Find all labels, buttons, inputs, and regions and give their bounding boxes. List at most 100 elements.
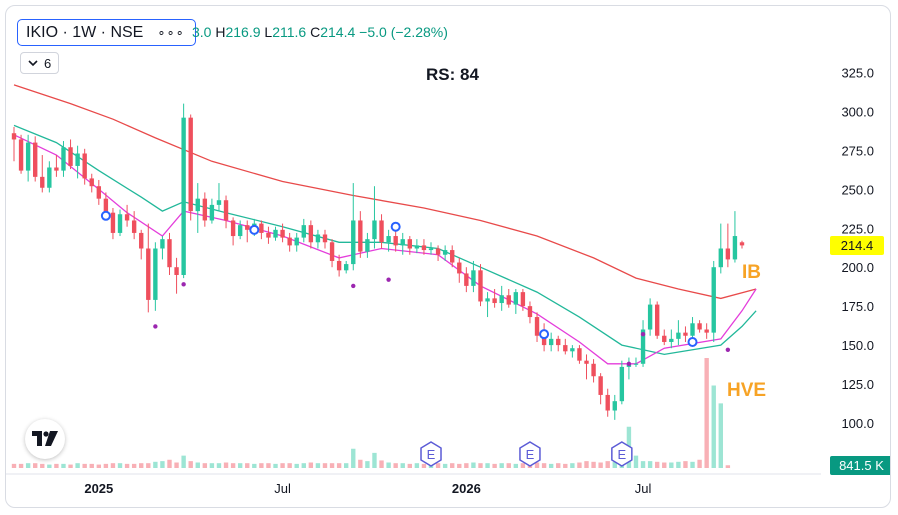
volume-bar: [153, 461, 158, 468]
candle: [117, 209, 123, 237]
x-tick-label: Jul: [274, 481, 291, 496]
volume-bar: [697, 459, 702, 468]
candle-body: [237, 225, 243, 237]
candle-body: [548, 338, 554, 346]
candle-body: [47, 167, 52, 188]
candle: [662, 329, 667, 346]
volume-bar: [393, 463, 398, 468]
candle-body: [167, 239, 172, 268]
volume-bar: [322, 463, 328, 468]
ema-red-line: [13, 84, 757, 300]
candle-body: [435, 248, 441, 255]
candle-body: [711, 267, 716, 333]
earnings-marker: E: [611, 441, 633, 467]
candle: [718, 223, 723, 274]
tradingview-logo-icon[interactable]: [25, 419, 65, 459]
candle-body: [273, 229, 278, 238]
candle-body: [563, 345, 568, 352]
signal-markers: [100, 210, 731, 366]
chevron-down-icon: [28, 59, 38, 66]
candle-body: [428, 248, 434, 251]
candle-body: [499, 295, 504, 304]
candle-body: [669, 338, 674, 342]
volume-bar: [442, 463, 448, 468]
symbol-selector[interactable]: IKIO · 1W · NSE ∘∘∘: [17, 19, 196, 46]
volume-bar: [237, 463, 243, 468]
candle: [202, 192, 208, 227]
candle: [478, 264, 483, 307]
earnings-label: E: [618, 447, 627, 462]
candle-body: [82, 153, 87, 179]
candle-body: [40, 176, 45, 188]
volume-bar: [11, 463, 17, 468]
candle: [11, 127, 17, 162]
candle: [47, 161, 52, 193]
price-axis[interactable]: 325.0 300.0 275.0 250.0 225.0 200.0 175.0 150.0…: [841, 65, 874, 430]
volume-bar: [117, 463, 123, 468]
candle-body: [478, 270, 483, 302]
candle: [570, 345, 575, 358]
candle-body: [68, 147, 73, 166]
pivot-circle-icon: [687, 336, 698, 347]
indicators-toggle[interactable]: 6: [20, 52, 60, 74]
volume-bar: [372, 452, 377, 468]
last-price-tag: 214.4: [830, 236, 884, 255]
candle: [167, 232, 172, 275]
volume-bar: [294, 463, 299, 468]
volume-bar: [492, 463, 497, 468]
moving-averages: [13, 84, 757, 365]
price-chart[interactable]: E E E 325.0 300.0 275.0 250.0 225.0 200.0 175.0 1…: [6, 6, 891, 508]
candle-body: [386, 236, 391, 243]
earnings-badge-icon: [611, 441, 633, 467]
volume-bar: [400, 463, 405, 468]
candle: [301, 218, 306, 243]
volume-bar: [68, 464, 73, 468]
candle-body: [633, 363, 639, 365]
candle: [259, 220, 264, 240]
candle-body: [33, 142, 38, 177]
candle-body: [25, 142, 31, 171]
volume-bar: [690, 461, 695, 468]
candle: [400, 232, 405, 255]
volume-bar: [718, 403, 723, 468]
more-options-icon[interactable]: ∘∘∘: [157, 24, 185, 40]
volume-bar: [471, 462, 476, 468]
candle: [548, 332, 554, 352]
candle: [358, 211, 363, 258]
volume-bar: [450, 463, 455, 468]
volume-bar: [252, 463, 257, 468]
tv-logo-mark: [32, 431, 58, 446]
candle-body: [640, 329, 646, 364]
candle-body: [450, 250, 455, 263]
candle: [195, 183, 200, 233]
earnings-marker: E: [420, 441, 442, 467]
volume-bar: [570, 463, 575, 468]
candle: [739, 240, 745, 249]
candle: [124, 204, 130, 227]
candle-body: [407, 239, 412, 249]
candle-body: [492, 298, 497, 304]
candle: [407, 236, 412, 255]
volume-bar: [18, 463, 24, 468]
volume-bar: [358, 459, 363, 468]
volume-bar: [647, 461, 653, 468]
candle-body: [61, 147, 66, 171]
candle: [54, 155, 59, 177]
signal-dot: [351, 283, 356, 289]
volume-bar: [209, 463, 215, 468]
candle-body: [457, 262, 462, 274]
candle-body: [647, 304, 653, 330]
volume-bar: [669, 462, 674, 468]
volume-bar: [160, 461, 165, 468]
time-axis[interactable]: 2025 Jul 2026 Jul: [6, 473, 821, 496]
candle: [344, 260, 349, 274]
volume-bar: [711, 385, 716, 468]
candle-body: [160, 239, 165, 249]
candle-body: [393, 236, 398, 246]
candle: [464, 267, 469, 293]
volume-bar: [131, 463, 137, 468]
y-tick-label: 100.0: [841, 416, 874, 431]
candle-body: [18, 139, 24, 171]
candle-body: [485, 298, 490, 302]
